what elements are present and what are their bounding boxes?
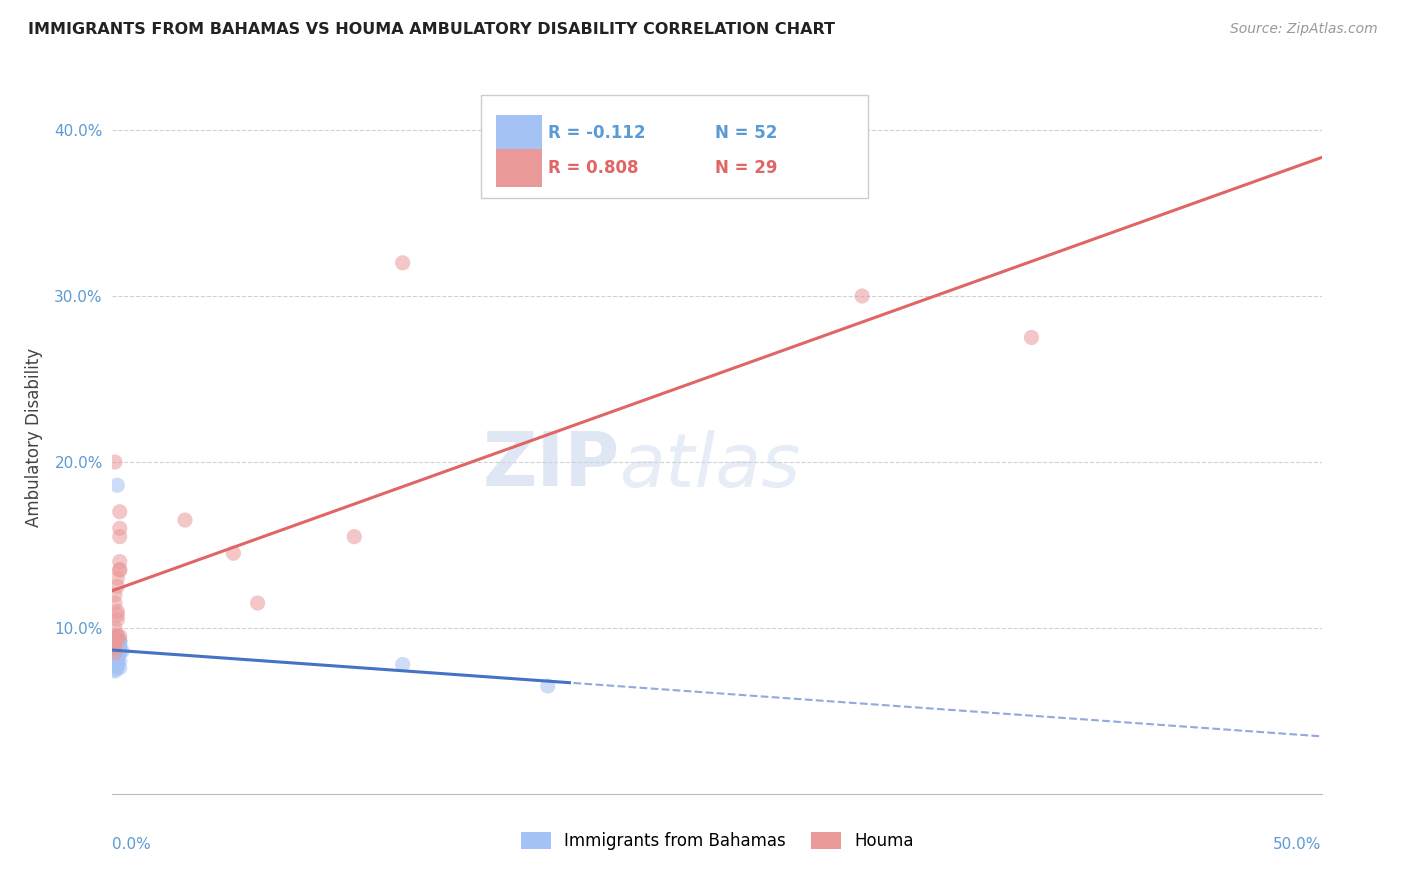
Point <box>108 634 131 648</box>
Point <box>104 664 127 678</box>
Point <box>108 636 131 650</box>
Point <box>246 596 269 610</box>
Point <box>108 530 131 544</box>
Point <box>108 646 131 660</box>
Point <box>108 654 131 668</box>
Point <box>1021 330 1043 344</box>
Point <box>105 604 128 618</box>
Point <box>105 657 128 672</box>
Text: ZIP: ZIP <box>484 429 620 502</box>
Point <box>105 638 128 652</box>
Point <box>104 646 127 660</box>
Point <box>105 636 128 650</box>
Legend: Immigrants from Bahamas, Houma: Immigrants from Bahamas, Houma <box>515 825 920 857</box>
Point <box>108 639 131 653</box>
Point <box>105 634 128 648</box>
Point <box>104 650 127 665</box>
Point <box>104 650 127 665</box>
Point <box>104 649 127 664</box>
Point <box>851 289 873 303</box>
Point <box>105 571 128 585</box>
Point <box>104 662 127 676</box>
Point <box>108 563 131 577</box>
Text: 0.0%: 0.0% <box>112 837 152 852</box>
Point <box>391 256 413 270</box>
Text: 50.0%: 50.0% <box>1274 837 1322 852</box>
FancyBboxPatch shape <box>496 114 541 152</box>
Point <box>104 455 127 469</box>
Point <box>105 650 128 665</box>
FancyBboxPatch shape <box>496 150 541 186</box>
Point <box>104 638 127 652</box>
Text: atlas: atlas <box>620 430 801 501</box>
Point <box>105 648 128 662</box>
Point <box>222 546 245 560</box>
Point <box>104 588 127 602</box>
Point <box>104 654 127 668</box>
Point <box>343 530 366 544</box>
Y-axis label: Ambulatory Disability: Ambulatory Disability <box>25 348 44 526</box>
Point <box>108 629 131 643</box>
Point <box>105 579 128 593</box>
FancyBboxPatch shape <box>481 95 868 198</box>
Point <box>104 646 127 660</box>
Text: Source: ZipAtlas.com: Source: ZipAtlas.com <box>1230 22 1378 37</box>
Text: N = 29: N = 29 <box>714 159 778 177</box>
Point <box>105 640 128 655</box>
Point <box>108 521 131 535</box>
Point <box>108 634 131 648</box>
Point <box>105 657 128 672</box>
Point <box>104 656 127 670</box>
Point <box>105 639 128 653</box>
Point <box>108 555 131 569</box>
Point <box>108 505 131 519</box>
Point <box>105 646 128 660</box>
Point <box>105 478 128 492</box>
Point <box>105 659 128 673</box>
Point <box>105 613 128 627</box>
Point <box>105 607 128 622</box>
Point <box>108 563 131 577</box>
Point <box>104 649 127 664</box>
Point <box>108 642 131 657</box>
Text: R = -0.112: R = -0.112 <box>548 124 645 142</box>
Point <box>104 629 127 643</box>
Point <box>105 646 128 660</box>
Point <box>104 648 127 662</box>
Point <box>104 642 127 657</box>
Point <box>104 654 127 668</box>
Point <box>105 652 128 666</box>
Point <box>105 652 128 666</box>
Point <box>104 638 127 652</box>
Point <box>105 629 128 643</box>
Point <box>104 656 127 670</box>
Point <box>108 634 131 648</box>
Point <box>104 648 127 662</box>
Point <box>104 638 127 652</box>
Point <box>105 632 128 647</box>
Point <box>108 644 131 658</box>
Point <box>105 661 128 675</box>
Point <box>104 659 127 673</box>
Point <box>108 661 131 675</box>
Text: N = 52: N = 52 <box>714 124 778 142</box>
Point <box>105 640 128 655</box>
Point <box>104 632 127 647</box>
Point <box>104 596 127 610</box>
Text: IMMIGRANTS FROM BAHAMAS VS HOUMA AMBULATORY DISABILITY CORRELATION CHART: IMMIGRANTS FROM BAHAMAS VS HOUMA AMBULAT… <box>28 22 835 37</box>
Point <box>104 640 127 655</box>
Point <box>537 679 560 693</box>
Point <box>104 621 127 635</box>
Text: R = 0.808: R = 0.808 <box>548 159 638 177</box>
Point <box>105 629 128 643</box>
Point <box>111 644 134 658</box>
Point <box>104 644 127 658</box>
Point <box>108 640 131 655</box>
Point <box>174 513 197 527</box>
Point <box>391 657 413 672</box>
Point <box>105 657 128 672</box>
